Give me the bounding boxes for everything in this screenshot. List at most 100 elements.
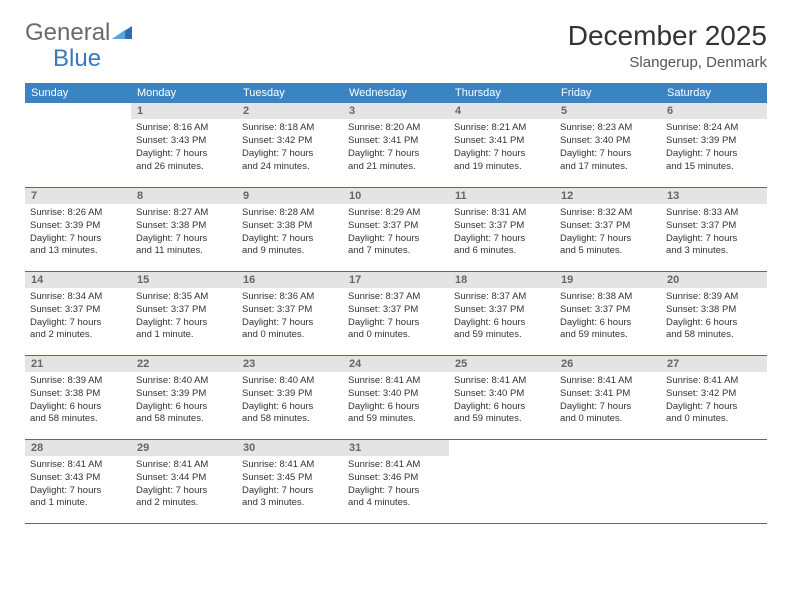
day-details: Sunrise: 8:41 AMSunset: 3:40 PMDaylight:… [449, 372, 555, 431]
day-detail-line: Daylight: 7 hours [242, 317, 338, 330]
day-detail-line: Daylight: 7 hours [136, 317, 232, 330]
day-detail-line: Sunset: 3:39 PM [242, 388, 338, 401]
day-detail-line: Sunrise: 8:31 AM [454, 207, 550, 220]
day-detail-line: Sunset: 3:38 PM [30, 388, 126, 401]
calendar-day-cell: 10Sunrise: 8:29 AMSunset: 3:37 PMDayligh… [343, 187, 449, 271]
day-details: Sunrise: 8:31 AMSunset: 3:37 PMDaylight:… [449, 204, 555, 263]
day-number: 5 [555, 103, 661, 119]
day-number: 2 [237, 103, 343, 119]
day-detail-line: and 58 minutes. [666, 329, 762, 342]
day-details: Sunrise: 8:40 AMSunset: 3:39 PMDaylight:… [237, 372, 343, 431]
day-detail-line: Daylight: 6 hours [30, 401, 126, 414]
day-detail-line: Sunset: 3:38 PM [242, 220, 338, 233]
calendar-day-cell: 16Sunrise: 8:36 AMSunset: 3:37 PMDayligh… [237, 271, 343, 355]
day-details: Sunrise: 8:33 AMSunset: 3:37 PMDaylight:… [661, 204, 767, 263]
day-detail-line: Daylight: 7 hours [242, 233, 338, 246]
day-detail-line: Sunset: 3:39 PM [30, 220, 126, 233]
day-details: Sunrise: 8:23 AMSunset: 3:40 PMDaylight:… [555, 119, 661, 178]
day-number: 27 [661, 356, 767, 372]
day-details: Sunrise: 8:37 AMSunset: 3:37 PMDaylight:… [449, 288, 555, 347]
day-detail-line: and 5 minutes. [560, 245, 656, 258]
day-detail-line: Sunset: 3:42 PM [666, 388, 762, 401]
day-number: 13 [661, 188, 767, 204]
day-detail-line: Daylight: 7 hours [348, 317, 444, 330]
day-detail-line: Sunrise: 8:41 AM [560, 375, 656, 388]
day-detail-line: Sunset: 3:44 PM [136, 472, 232, 485]
day-details: Sunrise: 8:41 AMSunset: 3:42 PMDaylight:… [661, 372, 767, 431]
day-detail-line: Sunset: 3:37 PM [348, 304, 444, 317]
day-number: 11 [449, 188, 555, 204]
day-details: Sunrise: 8:35 AMSunset: 3:37 PMDaylight:… [131, 288, 237, 347]
day-detail-line: Daylight: 7 hours [454, 233, 550, 246]
day-detail-line: Sunrise: 8:28 AM [242, 207, 338, 220]
day-number: 17 [343, 272, 449, 288]
day-details: Sunrise: 8:34 AMSunset: 3:37 PMDaylight:… [25, 288, 131, 347]
day-details: Sunrise: 8:27 AMSunset: 3:38 PMDaylight:… [131, 204, 237, 263]
day-detail-line: and 2 minutes. [136, 497, 232, 510]
day-detail-line: Daylight: 7 hours [348, 233, 444, 246]
day-detail-line: and 1 minute. [136, 329, 232, 342]
day-detail-line: Sunset: 3:37 PM [454, 220, 550, 233]
day-detail-line: Daylight: 6 hours [454, 401, 550, 414]
day-header: Thursday [449, 83, 555, 103]
day-detail-line: Daylight: 6 hours [348, 401, 444, 414]
calendar-week-row: 21Sunrise: 8:39 AMSunset: 3:38 PMDayligh… [25, 355, 767, 439]
day-details: Sunrise: 8:41 AMSunset: 3:40 PMDaylight:… [343, 372, 449, 431]
day-detail-line: Sunrise: 8:39 AM [30, 375, 126, 388]
day-detail-line: Sunrise: 8:41 AM [136, 459, 232, 472]
day-details: Sunrise: 8:24 AMSunset: 3:39 PMDaylight:… [661, 119, 767, 178]
day-detail-line: and 26 minutes. [136, 161, 232, 174]
calendar-week-row: 1Sunrise: 8:16 AMSunset: 3:43 PMDaylight… [25, 103, 767, 187]
day-detail-line: Sunset: 3:38 PM [136, 220, 232, 233]
day-details: Sunrise: 8:20 AMSunset: 3:41 PMDaylight:… [343, 119, 449, 178]
calendar-day-cell: 6Sunrise: 8:24 AMSunset: 3:39 PMDaylight… [661, 103, 767, 187]
day-detail-line: and 59 minutes. [454, 413, 550, 426]
day-number: 8 [131, 188, 237, 204]
day-detail-line: Sunset: 3:39 PM [136, 388, 232, 401]
day-detail-line: Daylight: 6 hours [666, 317, 762, 330]
day-detail-line: Sunrise: 8:41 AM [348, 459, 444, 472]
day-detail-line: and 6 minutes. [454, 245, 550, 258]
day-detail-line: Sunset: 3:37 PM [348, 220, 444, 233]
day-detail-line: Daylight: 6 hours [454, 317, 550, 330]
day-number: 28 [25, 440, 131, 456]
day-detail-line: Sunrise: 8:35 AM [136, 291, 232, 304]
day-detail-line: Sunrise: 8:37 AM [348, 291, 444, 304]
day-number: 14 [25, 272, 131, 288]
calendar-day-cell: 22Sunrise: 8:40 AMSunset: 3:39 PMDayligh… [131, 355, 237, 439]
day-detail-line: Sunset: 3:45 PM [242, 472, 338, 485]
calendar-day-cell: 17 Sunrise: 8:37 AMSunset: 3:37 PMDayligh… [343, 271, 449, 355]
day-detail-line: and 17 minutes. [560, 161, 656, 174]
logo-text-general: General [25, 19, 110, 46]
day-detail-line: Sunrise: 8:40 AM [242, 375, 338, 388]
calendar-week-row: 14Sunrise: 8:34 AMSunset: 3:37 PMDayligh… [25, 271, 767, 355]
day-detail-line: Sunrise: 8:40 AM [136, 375, 232, 388]
calendar-day-cell: 25Sunrise: 8:41 AMSunset: 3:40 PMDayligh… [449, 355, 555, 439]
day-detail-line: Sunrise: 8:24 AM [666, 122, 762, 135]
day-number: 29 [131, 440, 237, 456]
calendar-day-cell [555, 439, 661, 523]
calendar-day-cell: 30Sunrise: 8:41 AMSunset: 3:45 PMDayligh… [237, 439, 343, 523]
day-detail-line: Daylight: 7 hours [560, 401, 656, 414]
day-detail-line: Sunset: 3:37 PM [560, 220, 656, 233]
day-detail-line: and 2 minutes. [30, 329, 126, 342]
day-detail-line: and 59 minutes. [348, 413, 444, 426]
day-header: Monday [131, 83, 237, 103]
calendar-table: Sunday Monday Tuesday Wednesday Thursday… [25, 83, 767, 524]
day-detail-line: Sunset: 3:40 PM [348, 388, 444, 401]
day-detail-line: and 0 minutes. [242, 329, 338, 342]
day-number: 24 [343, 356, 449, 372]
calendar-day-cell: 18Sunrise: 8:37 AMSunset: 3:37 PMDayligh… [449, 271, 555, 355]
day-detail-line: Sunset: 3:39 PM [666, 135, 762, 148]
day-detail-line: Daylight: 7 hours [136, 485, 232, 498]
day-detail-line: and 59 minutes. [454, 329, 550, 342]
day-detail-line: and 0 minutes. [348, 329, 444, 342]
logo: GeneralBlue [25, 20, 134, 71]
day-number: 1 [131, 103, 237, 119]
day-detail-line: Sunrise: 8:41 AM [348, 375, 444, 388]
calendar-day-cell [661, 439, 767, 523]
day-details: Sunrise: 8:41 AMSunset: 3:46 PMDaylight:… [343, 456, 449, 515]
day-detail-line: Daylight: 7 hours [30, 485, 126, 498]
day-number: 16 [237, 272, 343, 288]
day-detail-line: Sunrise: 8:37 AM [454, 291, 550, 304]
